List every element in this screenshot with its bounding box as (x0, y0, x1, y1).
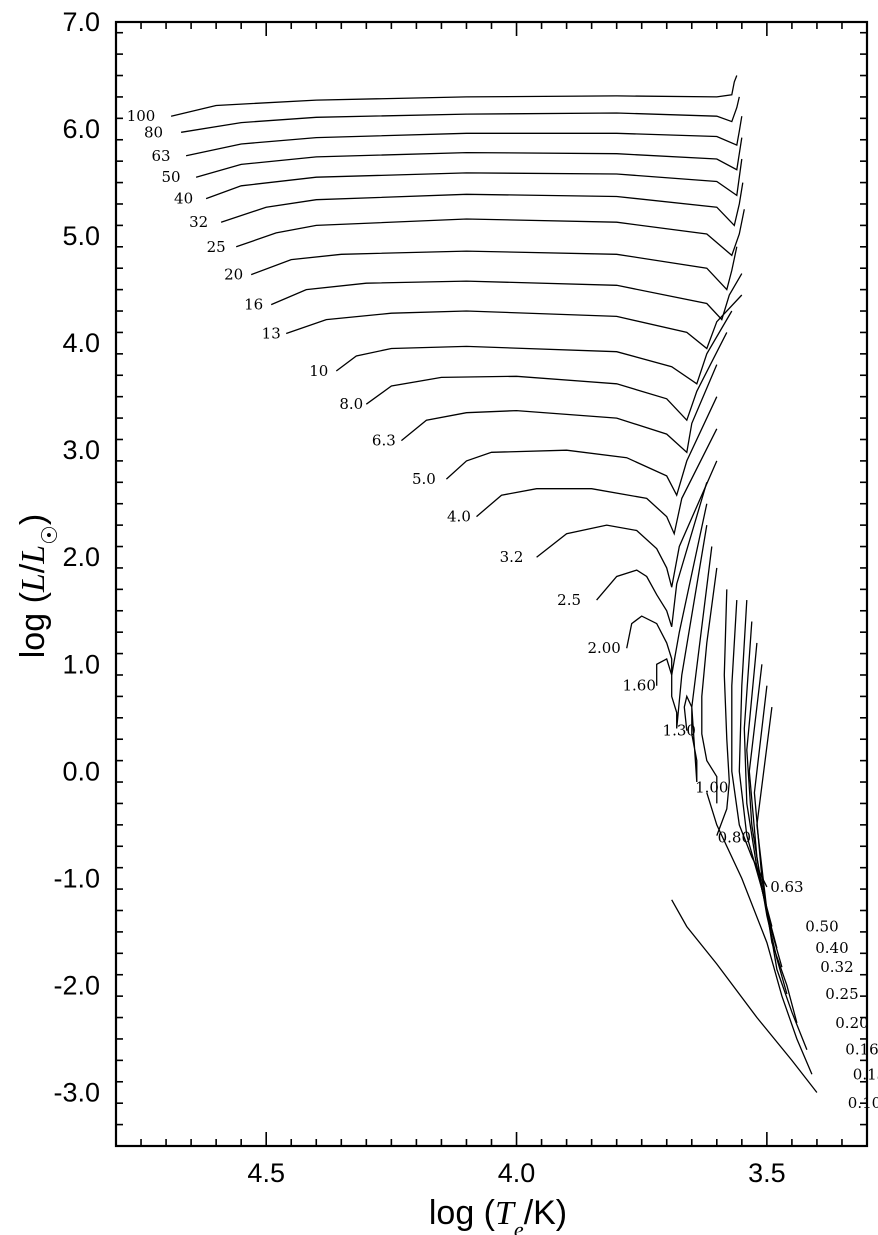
evolution-track-0.25 (748, 664, 788, 995)
track-label: 25 (207, 238, 226, 256)
track-label: 0.32 (820, 958, 853, 976)
track-label: 1.30 (663, 722, 696, 740)
track-label: 0.10 (848, 1094, 878, 1112)
tick-label-group: 4.5 4.0 3.5 7.0 6.0 5.0 4.0 3.0 2.0 1.0 0.0 -1.0 -2.… (53, 7, 785, 1188)
track-label: 6.3 (372, 432, 396, 450)
y-tick-label: -1.0 (53, 863, 100, 893)
track-label: 3.2 (500, 548, 524, 566)
x-tick-label: 3.5 (748, 1158, 786, 1188)
track-label: 2.5 (557, 591, 581, 609)
y-tick-label: -3.0 (53, 1077, 100, 1107)
track-label: 2.00 (587, 639, 620, 657)
evolution-track-50 (195, 137, 743, 178)
evolution-track-2.00 (626, 503, 708, 676)
track-label: 100 (127, 107, 156, 125)
track-label: 0.50 (805, 918, 838, 936)
track-label: 63 (152, 147, 171, 165)
evolution-track-6.3 (400, 364, 718, 454)
track-label: 0.40 (815, 939, 848, 957)
track-label: 20 (224, 266, 243, 284)
evolution-track-80 (180, 96, 740, 133)
evolution-track-0.50 (738, 600, 773, 927)
x-axis-title-subscript: e (514, 1217, 524, 1235)
evolution-track-32 (220, 182, 744, 227)
track-label: 10 (309, 362, 328, 380)
x-axis-title-suffix: /K) (524, 1194, 567, 1232)
y-axis-title-denominator: L (15, 545, 52, 565)
evolution-track-0.16 (756, 707, 808, 1050)
evolution-track-16 (270, 273, 743, 321)
track-label: 0.63 (770, 878, 803, 896)
track-label: 5.0 (412, 470, 436, 488)
track-label: 50 (162, 168, 181, 186)
y-tick-label: 2.0 (62, 542, 100, 572)
y-tick-label: -2.0 (53, 970, 100, 1000)
track-label: 1.60 (622, 677, 655, 695)
track-label: 0.25 (825, 985, 858, 1003)
track-label: 8.0 (339, 395, 363, 413)
evolution-track-13 (285, 294, 743, 350)
y-axis-title: log (L/L☉) (14, 514, 62, 659)
y-tick-label: 7.0 (62, 7, 100, 37)
y-axis-title-sun-symbol: ☉ (37, 525, 62, 545)
series-group (170, 75, 818, 1093)
evolution-track-5.0 (445, 396, 718, 497)
track-label: 40 (174, 190, 193, 208)
track-label: 4.0 (447, 508, 471, 526)
x-tick-label: 4.5 (247, 1158, 285, 1188)
x-tick-label: 4.0 (498, 1158, 536, 1188)
track-label: 80 (144, 123, 163, 141)
evolution-track-100 (170, 75, 738, 117)
evolution-track-1.60 (656, 524, 708, 729)
evolution-track-40 (205, 158, 743, 200)
evolution-track-0.10 (671, 899, 818, 1093)
y-axis-title-symbol: L (15, 573, 52, 593)
y-axis-title-divider: / (14, 563, 52, 573)
evolution-track-63 (185, 116, 743, 157)
y-axis-title-suffix: ) (14, 514, 52, 525)
tick-group (115, 22, 868, 1147)
x-axis-title-prefix: log ( (429, 1194, 496, 1232)
x-axis-title: log (Te/K) (429, 1194, 567, 1235)
track-label: 13 (262, 325, 281, 343)
evolution-track-8.0 (365, 332, 728, 422)
track-label: 0.80 (718, 829, 751, 847)
evolution-track-4.0 (476, 428, 718, 536)
track-label: 1.00 (695, 778, 728, 796)
y-tick-label: 4.0 (62, 328, 100, 358)
evolution-track-0.80 (716, 589, 730, 836)
evolution-track-1.30 (683, 546, 713, 783)
evolution-track-10 (335, 310, 733, 385)
evolution-track-2.5 (596, 482, 708, 627)
y-axis-title-prefix: log ( (14, 591, 52, 658)
evolution-track-25 (235, 209, 745, 257)
track-label: 16 (244, 296, 263, 314)
track-label: 0.20 (835, 1014, 868, 1032)
y-tick-label: 3.0 (62, 435, 100, 465)
evolution-track-0.13 (706, 792, 813, 1075)
x-axis-title-symbol: T (495, 1195, 516, 1232)
y-tick-label: 6.0 (62, 114, 100, 144)
track-label: 0.16 (845, 1041, 878, 1059)
y-tick-label: 1.0 (62, 649, 100, 679)
track-label: 32 (189, 213, 208, 231)
track-label: 0.13 (853, 1065, 878, 1083)
evolution-track-3.2 (536, 460, 718, 588)
evolution-track-1.00 (701, 567, 718, 804)
y-tick-label: 5.0 (62, 221, 100, 251)
evolution-track-20 (250, 246, 738, 291)
y-tick-label: 0.0 (62, 756, 100, 786)
